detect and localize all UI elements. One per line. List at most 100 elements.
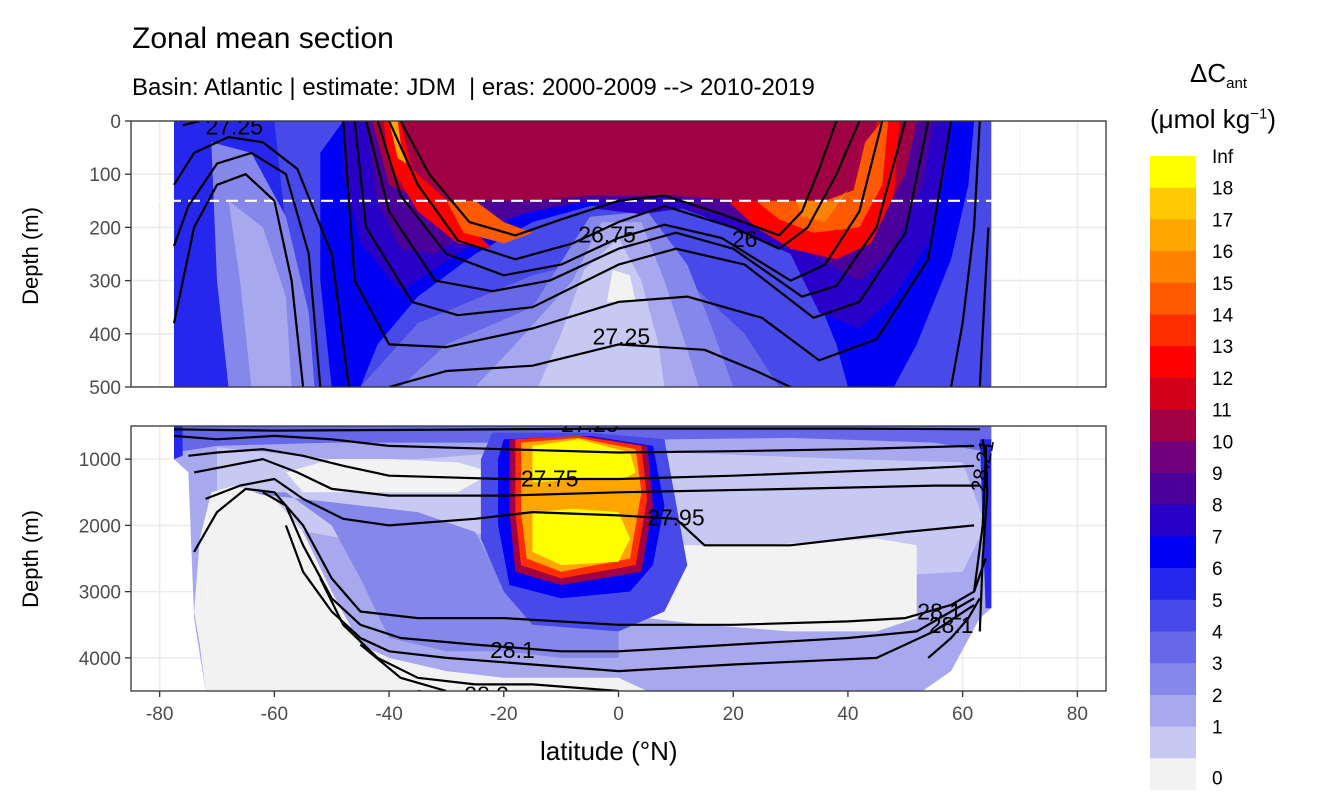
legend-swatch: [1150, 536, 1196, 569]
isopycnal-line: [172, 173, 305, 387]
isopycnal-line: [319, 577, 619, 691]
isopycnal-label: 26.75: [578, 221, 636, 247]
x-axis-tick-label: 80: [1067, 704, 1088, 725]
upper-y-axis-label: Depth (m): [17, 207, 43, 305]
legend-label: 0: [1212, 768, 1223, 789]
legend-label: 18: [1212, 179, 1233, 200]
chart-subtitle: Basin: Atlantic | estimate: JDM | eras: …: [132, 74, 815, 101]
isopycnal-label: 27.25: [205, 113, 263, 139]
legend-unit-close: ): [1267, 104, 1276, 134]
upper-y-axis-tick-label: 500: [89, 378, 121, 399]
legend-swatch: [1150, 568, 1196, 601]
legend-label: 17: [1212, 210, 1233, 231]
legend-label: 10: [1212, 432, 1233, 453]
isopycnal-line: [399, 121, 838, 237]
legend-label: 14: [1212, 306, 1234, 327]
legend-title-main: ΔC: [1190, 58, 1227, 88]
isopycnal-line: [365, 121, 907, 298]
legend-swatch: [1150, 726, 1196, 759]
chart-title: Zonal mean section: [132, 22, 394, 55]
legend-label: 9: [1212, 464, 1223, 485]
legend-label: 12: [1212, 369, 1233, 390]
lower-y-axis-tick-label: 2000: [79, 516, 121, 537]
legend-label: 15: [1212, 274, 1233, 295]
legend-swatch: [1150, 694, 1196, 728]
x-axis-tick-label: 60: [952, 704, 973, 725]
lower-y-axis-label: Depth (m): [17, 510, 43, 608]
isopycnal-line: [173, 427, 980, 432]
isopycnal-line: [353, 121, 930, 319]
upper-y-axis-tick-label: 300: [89, 272, 121, 293]
legend-label: 8: [1212, 496, 1223, 517]
legend-title-sub: ant: [1226, 75, 1248, 93]
x-axis-tick-label: -60: [261, 704, 288, 725]
isopycnal-line: [188, 448, 975, 481]
isopycnal-line: [950, 121, 981, 387]
x-axis-tick-label: 0: [613, 704, 624, 725]
isopycnal-line: [173, 135, 350, 387]
legend-swatch: [1150, 282, 1196, 315]
isopycnal-label: 26: [732, 226, 758, 252]
field-band: [756, 121, 889, 233]
legend-swatch: [1150, 251, 1196, 284]
isopycnal-line: [978, 445, 989, 632]
legend-swatch: [1150, 663, 1196, 696]
isopycnal-line: [359, 643, 447, 691]
x-axis-tick-label: -20: [490, 704, 517, 725]
legend-swatch: [1150, 156, 1196, 189]
legend-unit-sup: −1: [1250, 105, 1268, 123]
legend-label: 6: [1212, 559, 1223, 580]
field-band: [228, 200, 292, 387]
upper-y-axis-tick-label: 200: [89, 218, 121, 239]
field-band: [796, 190, 848, 223]
legend-swatch: [1150, 758, 1196, 791]
isopycnal-label: 28.1: [917, 599, 962, 625]
legend-swatch: [1150, 377, 1196, 411]
isopycnal-line: [173, 434, 975, 454]
isopycnal-line: [376, 121, 884, 282]
isopycnal-line: [205, 477, 975, 547]
isopycnal-line: [262, 491, 975, 653]
legend-unit: (μmol kg−1): [1150, 104, 1276, 135]
field-band: [532, 508, 630, 566]
legend-swatch: [1150, 409, 1196, 442]
field-band: [194, 485, 648, 691]
legend-label: 3: [1212, 654, 1223, 675]
legend-label: 2: [1212, 686, 1223, 707]
field-band: [174, 426, 183, 460]
isopycnal-line: [388, 343, 792, 387]
legend-label: 5: [1212, 591, 1223, 612]
lower-y-axis-tick-label: 4000: [79, 649, 121, 670]
lower-y-axis-tick-label: 3000: [79, 583, 121, 604]
legend-unit-main: (μmol kg: [1150, 104, 1251, 134]
field-band: [607, 270, 636, 302]
legend-swatch: [1150, 346, 1196, 379]
x-axis-tick-label: -80: [146, 704, 173, 725]
upper-y-axis-tick-label: 0: [110, 112, 121, 133]
legend-swatch: [1150, 314, 1196, 347]
isopycnal-line: [182, 121, 201, 127]
isopycnal-line: [193, 458, 980, 497]
legend-label: Inf: [1212, 147, 1234, 168]
field-band: [538, 238, 665, 387]
isopycnal-label: 28.1: [490, 637, 535, 663]
isopycnal-label: 28.2: [464, 681, 509, 707]
isopycnal-line: [978, 227, 990, 387]
isopycnal-line: [973, 439, 987, 592]
legend-label: 1: [1212, 718, 1223, 739]
x-axis-label: latitude (°N): [540, 736, 678, 766]
legend-swatch: [1150, 504, 1196, 537]
legend-swatch: [1150, 599, 1196, 632]
upper-y-axis-tick-label: 400: [89, 325, 121, 346]
isopycnal-line: [388, 121, 861, 261]
legend-label: 16: [1212, 242, 1233, 263]
upper-panel-border: [130, 120, 1107, 388]
x-axis-tick-label: 40: [837, 704, 858, 725]
upper-panel-field: 27.25 26.75 26 27.25: [131, 113, 1106, 387]
legend-label: 7: [1212, 527, 1223, 548]
legend-swatch: [1150, 441, 1196, 474]
field-band: [647, 538, 917, 632]
legend-swatch: [1150, 631, 1196, 664]
